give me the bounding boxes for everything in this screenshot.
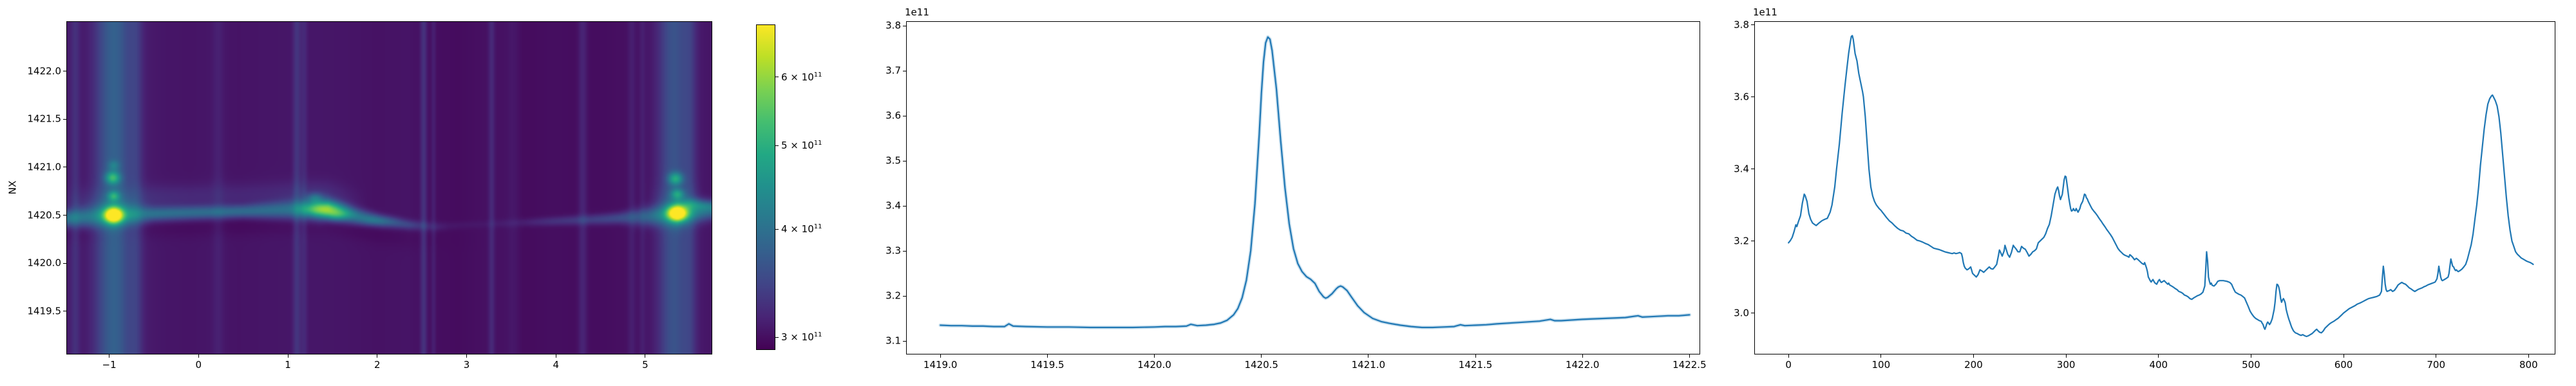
- y-tick-label: 3.2: [1734, 235, 1749, 247]
- y-tick-label: 1421.5: [27, 113, 62, 125]
- y-tick-label: 3.8: [1734, 19, 1749, 31]
- x-tick-label: 700: [2427, 359, 2446, 371]
- x-tick-mark: [1788, 354, 1789, 358]
- x-tick-mark: [940, 354, 941, 358]
- y-tick-label: 3.8: [886, 19, 901, 32]
- spectrum-line: [940, 36, 1690, 329]
- x-tick-label: 1: [285, 359, 291, 371]
- x-tick-mark: [2528, 354, 2529, 358]
- y-tick-label: 1420.0: [27, 257, 62, 269]
- x-tick-label: 100: [1871, 359, 1891, 371]
- x-tick-mark: [1582, 354, 1583, 358]
- y-tick-label: 3.4: [1734, 163, 1749, 175]
- x-tick-mark: [287, 354, 289, 358]
- x-tick-label: 0: [1785, 359, 1792, 371]
- x-tick-mark: [1973, 354, 1974, 358]
- x-tick-label: 2: [374, 359, 381, 371]
- x-tick-mark: [1154, 354, 1155, 358]
- y-tick-mark: [1751, 96, 1754, 98]
- colorbar-gradient: [756, 24, 775, 350]
- x-tick-mark: [1261, 354, 1262, 358]
- x-tick-label: 300: [2056, 359, 2076, 371]
- y-tick-mark: [63, 215, 66, 216]
- y-tick-mark: [63, 118, 66, 120]
- x-tick-label: 3: [463, 359, 470, 371]
- x-tick-label: 5: [642, 359, 649, 371]
- axes-frame: [66, 21, 712, 354]
- colorbar-tick-mark: [775, 336, 779, 338]
- colorbar-frame: [756, 24, 775, 350]
- y-tick-mark: [903, 250, 906, 252]
- x-tick-label: 1422.5: [1672, 359, 1707, 371]
- x-tick-mark: [2158, 354, 2159, 358]
- x-tick-mark: [1689, 354, 1690, 358]
- y-tick-label: 3.0: [1734, 307, 1749, 319]
- colorbar-tick-label: 6 × 1011: [781, 71, 822, 83]
- axes-frame: [906, 21, 1700, 354]
- x-tick-label: 800: [2519, 359, 2538, 371]
- spectrum-plot-area: [938, 35, 1692, 329]
- x-tick-label: 1421.5: [1458, 359, 1493, 371]
- x-tick-label: 1420.5: [1244, 359, 1278, 371]
- colorbar-tick-mark: [775, 145, 779, 146]
- y-tick-mark: [1751, 24, 1754, 26]
- y-tick-label: 3.6: [886, 109, 901, 122]
- x-tick-label: 200: [1964, 359, 1983, 371]
- x-tick-label: 400: [2149, 359, 2168, 371]
- colorbar-tick-mark: [775, 228, 779, 230]
- y-tick-mark: [903, 205, 906, 207]
- x-tick-label: 500: [2242, 359, 2260, 371]
- x-tick-label: 1421.0: [1351, 359, 1386, 371]
- axes-frame: [1754, 21, 2555, 354]
- colorbar-tick-label: 5 × 1011: [781, 140, 822, 152]
- x-tick-label: 600: [2334, 359, 2353, 371]
- x-tick-mark: [1475, 354, 1476, 358]
- y-tick-mark: [903, 295, 906, 297]
- x-tick-label: 1422.0: [1565, 359, 1600, 371]
- heatmap-image: [66, 21, 712, 354]
- y-tick-label: 1422.0: [27, 65, 62, 77]
- y-tick-label: 3.4: [886, 199, 901, 212]
- colorbar-tick-label: 4 × 1011: [781, 223, 822, 235]
- x-tick-label: 0: [195, 359, 202, 371]
- colorbar-tick-label: 3 × 1011: [781, 331, 822, 344]
- x-tick-mark: [466, 354, 467, 358]
- y-tick-label: 1420.5: [27, 209, 62, 221]
- x-tick-mark: [198, 354, 199, 358]
- y-axis-offset-text: 1e11: [1753, 6, 1777, 18]
- x-tick-label: 1419.0: [923, 359, 958, 371]
- x-tick-mark: [1046, 354, 1048, 358]
- y-tick-mark: [63, 262, 66, 264]
- y-tick-mark: [903, 340, 906, 342]
- timeseries-line: [1788, 35, 2534, 338]
- y-tick-label: 3.1: [886, 335, 901, 347]
- y-tick-label: 1419.5: [27, 305, 62, 317]
- x-tick-mark: [2065, 354, 2067, 358]
- y-tick-label: 3.2: [886, 290, 901, 302]
- y-tick-label: 3.3: [886, 244, 901, 257]
- y-tick-label: 3.7: [886, 64, 901, 77]
- x-tick-mark: [1880, 354, 1882, 358]
- x-tick-label: 4: [553, 359, 559, 371]
- y-axis-offset-text: 1e11: [905, 6, 929, 18]
- y-tick-label: 3.5: [886, 154, 901, 167]
- x-tick-label: 1420.0: [1137, 359, 1171, 371]
- x-tick-label: 1419.5: [1030, 359, 1065, 371]
- timeseries-plot-area: [1788, 35, 2534, 338]
- y-tick-label: 3.6: [1734, 91, 1749, 103]
- x-tick-label: −1: [102, 359, 117, 371]
- y-tick-label: 1421.0: [27, 161, 62, 173]
